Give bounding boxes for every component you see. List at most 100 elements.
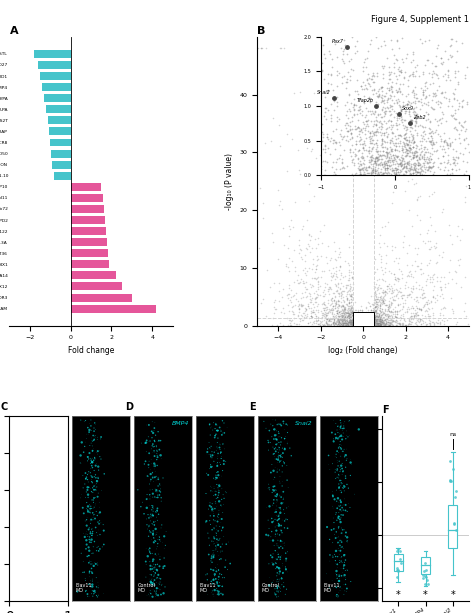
Point: [365, 318, 373, 327]
Point: [366, 319, 374, 329]
Point: [153, 442, 160, 452]
Point: [349, 320, 356, 330]
Point: [152, 516, 159, 526]
Point: [335, 301, 342, 311]
Point: [365, 314, 372, 324]
Point: [370, 319, 377, 329]
Point: [360, 314, 368, 324]
Point: [294, 301, 301, 311]
Point: [377, 298, 384, 308]
Point: [84, 452, 91, 462]
Point: [88, 531, 96, 541]
Point: [360, 310, 368, 319]
Point: [428, 273, 436, 283]
Point: [389, 319, 396, 329]
Point: [375, 275, 383, 284]
Point: [374, 313, 382, 322]
Point: [351, 313, 359, 322]
Point: [335, 320, 343, 330]
Point: [356, 318, 363, 327]
Text: B: B: [257, 26, 265, 36]
Point: [22, 473, 30, 482]
Point: [408, 287, 415, 297]
Point: [149, 468, 156, 478]
Point: [452, 319, 460, 329]
Point: [83, 512, 91, 522]
Point: [306, 279, 314, 289]
Point: [360, 319, 368, 329]
Point: [146, 436, 154, 446]
Point: [347, 307, 355, 317]
Point: [325, 451, 332, 460]
Point: [147, 476, 155, 486]
Point: [270, 434, 278, 444]
Point: [398, 310, 405, 320]
Point: [314, 315, 321, 325]
Point: [320, 291, 328, 301]
Point: [215, 535, 223, 545]
Point: [22, 527, 29, 537]
Point: [403, 306, 411, 316]
Point: [342, 282, 349, 292]
Point: [151, 579, 158, 589]
Point: [210, 481, 218, 491]
Bar: [55, 172, 71, 180]
Point: [433, 273, 441, 283]
Point: [346, 317, 353, 327]
Point: [202, 489, 210, 498]
Point: [280, 284, 287, 294]
Point: [394, 566, 401, 576]
Point: [458, 224, 465, 234]
Point: [378, 297, 385, 306]
Point: [338, 479, 346, 489]
Point: [78, 438, 85, 447]
Point: [363, 315, 371, 325]
Point: [261, 139, 268, 148]
Point: [155, 570, 162, 580]
Point: [345, 318, 352, 327]
Point: [372, 287, 379, 297]
Point: [207, 511, 214, 520]
Point: [272, 443, 280, 453]
Point: [307, 146, 315, 156]
Point: [404, 302, 411, 311]
Point: [150, 441, 158, 451]
Point: [86, 530, 94, 539]
Point: [84, 482, 91, 492]
Point: [344, 295, 351, 305]
Point: [306, 289, 314, 299]
Point: [26, 470, 34, 480]
Point: [92, 473, 100, 482]
Point: [349, 318, 356, 328]
Point: [315, 319, 322, 329]
Point: [367, 314, 374, 324]
Point: [439, 303, 447, 313]
Point: [437, 284, 445, 294]
Point: [345, 295, 352, 305]
Point: [278, 580, 286, 590]
Point: [214, 586, 221, 596]
Point: [148, 427, 155, 436]
Point: [356, 314, 364, 324]
Point: [339, 321, 347, 330]
Point: [346, 317, 354, 327]
Point: [372, 306, 380, 316]
Point: [378, 316, 385, 326]
Point: [369, 316, 376, 326]
Point: [155, 532, 163, 542]
Point: [364, 305, 372, 315]
Point: [33, 592, 40, 601]
Point: [359, 320, 366, 330]
Point: [370, 291, 378, 301]
Point: [384, 281, 392, 291]
Point: [33, 436, 40, 446]
Point: [346, 313, 354, 322]
Point: [410, 311, 418, 321]
Point: [337, 451, 345, 461]
Point: [356, 320, 363, 330]
Point: [210, 551, 217, 561]
Point: [279, 461, 286, 471]
Point: [95, 581, 102, 590]
Point: [365, 320, 372, 330]
Point: [365, 319, 372, 329]
